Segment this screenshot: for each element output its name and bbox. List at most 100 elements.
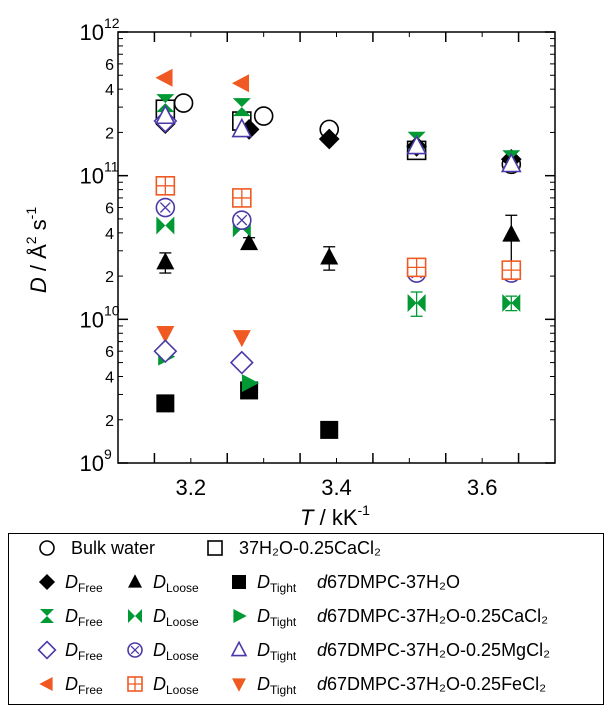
data-point — [156, 252, 175, 270]
legend-row-cacl2: DFree DLoose DTight d67DMPC-37H₂O-0.25CaCl₂ — [9, 603, 603, 629]
marker-triangle-right — [233, 609, 247, 623]
data-point — [153, 339, 178, 364]
data-point — [320, 420, 339, 439]
x-tick-label: 3.2 — [176, 475, 207, 500]
y-minor-tick-label: 6 — [105, 344, 114, 361]
legend-label-d: DTight — [257, 572, 297, 595]
data-point — [155, 104, 176, 125]
marker-triangle-up-open — [500, 152, 522, 173]
marker-circle — [173, 93, 194, 113]
data-point — [320, 247, 339, 265]
axis-labels: T / kK-1 D / Å2 s-1 — [23, 207, 370, 530]
y-minor-tick-label: 6 — [105, 57, 114, 74]
legend-label-d: DFree — [65, 572, 103, 595]
marker-triangle-right — [241, 374, 259, 393]
legend-label-d: DFree — [65, 674, 103, 697]
hourglass-icon — [40, 609, 54, 623]
marker-diamond-filled — [318, 128, 340, 150]
legend-label-cacl2-solution: 37H₂O-0.25CaCl₂ — [239, 538, 382, 558]
marker-circle-x-line — [130, 645, 140, 655]
data-point — [231, 74, 250, 93]
data-point — [156, 326, 175, 344]
triangle-up-open-icon — [230, 640, 248, 657]
legend-sample-name: d67DMPC-37H₂O-0.25CaCl₂ — [317, 606, 549, 626]
marker-diamond-open — [229, 350, 254, 375]
marker-circle-x-line — [159, 202, 171, 213]
data-point — [240, 233, 259, 251]
data-point — [155, 176, 176, 196]
marker-triangle-up-open — [230, 640, 248, 657]
y-tick-label: 10 — [80, 451, 104, 476]
legend-row-d67dmpc-37h2o: DFree DLoose DTight d67DMPC-37H₂O — [9, 569, 603, 595]
circle-x-icon — [127, 642, 143, 658]
marker-triangle-up — [156, 252, 175, 270]
data-point — [500, 152, 522, 173]
legend-label-d: DTight — [257, 640, 297, 663]
y-minor-tick-label: 4 — [105, 226, 114, 243]
marker-triangle-up-open — [406, 134, 427, 155]
legend-label-d: DLoose — [153, 606, 199, 629]
marker-triangle-up — [128, 574, 142, 588]
open-circle-icon — [39, 540, 55, 556]
y-tick-label: 10 — [80, 164, 104, 189]
square-filled-icon — [232, 575, 246, 589]
marker-triangle-down — [156, 326, 175, 344]
data-point — [501, 260, 522, 280]
marker-bowtie — [502, 293, 521, 312]
marker-triangle-left — [155, 68, 173, 87]
data-point — [173, 93, 194, 113]
marker-bowtie — [156, 216, 175, 235]
marker-hourglass — [40, 609, 54, 623]
square-plus-icon — [127, 676, 143, 692]
marker-triangle-left — [231, 74, 250, 93]
marker-triangle-down — [232, 330, 251, 348]
legend: Bulk water 37H₂O-0.25CaCl₂ DFree DLoose DT… — [8, 533, 604, 705]
marker-square — [207, 540, 223, 556]
data-point — [232, 210, 252, 230]
data-point — [156, 216, 175, 235]
marker-circle — [39, 540, 55, 556]
open-square-icon — [207, 540, 223, 556]
bowtie-icon — [128, 609, 142, 623]
marker-triangle-left — [39, 677, 53, 691]
data-point — [155, 68, 173, 87]
triangle-right-filled-icon — [233, 609, 247, 623]
marker-square-filled — [232, 575, 246, 589]
data-point — [406, 134, 427, 155]
marker-triangle-up — [320, 247, 339, 265]
legend-sample-name: d67DMPC-37H₂O-0.25FeCl₂ — [317, 674, 547, 694]
x-tick-label: 3.6 — [467, 475, 498, 500]
y-axis-label: D / Å2 s-1 — [23, 207, 51, 293]
data-point — [406, 257, 427, 278]
y-tick-exponent: 10 — [104, 302, 120, 318]
y-minor-tick-label: 4 — [105, 370, 114, 387]
diamond-filled-icon — [38, 573, 56, 591]
axis-ticks — [117, 31, 556, 464]
triangle-left-filled-icon — [39, 677, 53, 691]
y-minor-tick-label: 6 — [105, 201, 114, 218]
diamond-open-icon — [37, 640, 57, 660]
legend-label-d: DLoose — [153, 674, 199, 697]
data-point — [232, 188, 252, 208]
data-point — [253, 106, 274, 126]
legend-row-mgcl2: DFree DLoose DTight d67DMPC-37H₂O-0.25MgCl₂ — [9, 637, 603, 663]
y-minor-tick-label: 4 — [105, 82, 114, 99]
x-axis-label: T / kK-1 — [300, 502, 370, 530]
legend-label-bulk-water: Bulk water — [71, 538, 156, 558]
marker-triangle-up-open — [155, 104, 176, 125]
y-tick-label: 10 — [80, 307, 104, 332]
data-point — [156, 94, 175, 113]
y-minor-tick-label: 2 — [105, 125, 114, 142]
y-tick-exponent: 9 — [104, 446, 112, 462]
marker-diamond-filled — [38, 573, 56, 591]
marker-diamond-open — [153, 339, 178, 364]
y-tick-label: 10 — [80, 20, 104, 45]
marker-diamond-open — [37, 640, 57, 660]
legend-row-references: Bulk water 37H₂O-0.25CaCl₂ — [9, 535, 603, 561]
legend-sample-name: d67DMPC-37H₂O — [317, 572, 461, 592]
data-point — [502, 293, 521, 312]
marker-circle-x-line — [236, 214, 248, 226]
marker-circle — [253, 106, 274, 126]
marker-hourglass — [232, 98, 251, 117]
